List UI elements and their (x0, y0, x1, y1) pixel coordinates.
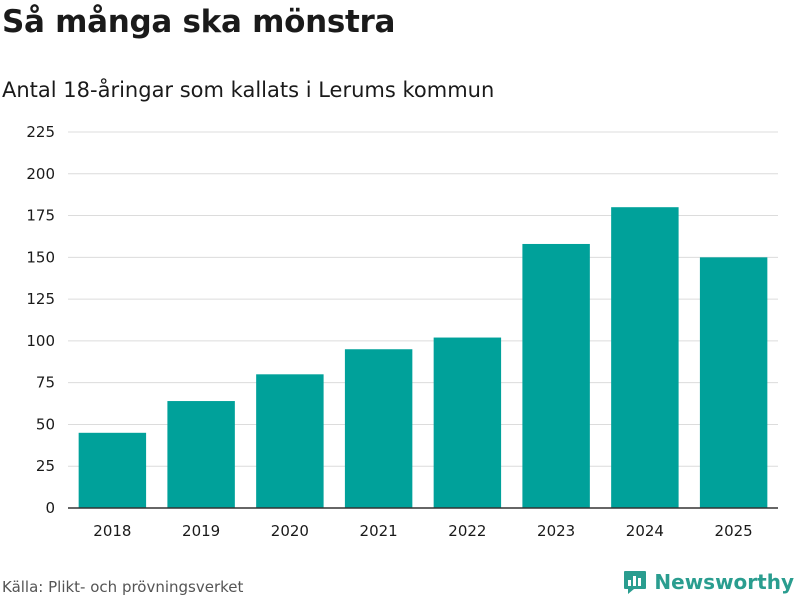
bar-2023 (522, 243, 590, 508)
bar-2018 (78, 432, 147, 508)
brand-name: Newsworthy (654, 570, 794, 594)
bar-2019 (167, 401, 235, 508)
x-tick-label: 2025 (715, 522, 753, 540)
newsworthy-logo-icon (624, 571, 647, 594)
y-tick-label: 225 (26, 123, 55, 141)
bar-2025 (699, 257, 768, 508)
x-tick-label: 2019 (182, 522, 220, 540)
y-tick-label: 100 (26, 332, 55, 350)
y-tick-label: 50 (36, 415, 55, 433)
x-tick-label: 2020 (271, 522, 309, 540)
y-tick-label: 125 (26, 290, 55, 308)
y-tick-label: 200 (26, 165, 55, 183)
bar-2020 (256, 374, 324, 508)
x-tick-label: 2022 (448, 522, 486, 540)
bar-2022 (433, 337, 502, 508)
y-tick-label: 25 (36, 457, 55, 475)
bar-2021 (344, 349, 413, 508)
y-tick-label: 0 (45, 499, 55, 517)
y-tick-label: 150 (26, 248, 55, 266)
x-tick-label: 2021 (360, 522, 398, 540)
bar-2024 (611, 207, 679, 508)
chart-subtitle: Antal 18-åringar som kallats i Lerums ko… (2, 78, 495, 102)
x-tick-label: 2018 (93, 522, 131, 540)
x-tick-label: 2023 (537, 522, 575, 540)
source-note: Källa: Plikt- och prövningsverket (2, 578, 244, 596)
brand-logo: Newsworthy (622, 569, 794, 595)
chart-title: Så många ska mönstra (2, 4, 396, 40)
x-tick-label: 2024 (626, 522, 664, 540)
y-tick-label: 75 (36, 374, 55, 392)
y-tick-label: 175 (26, 207, 55, 225)
